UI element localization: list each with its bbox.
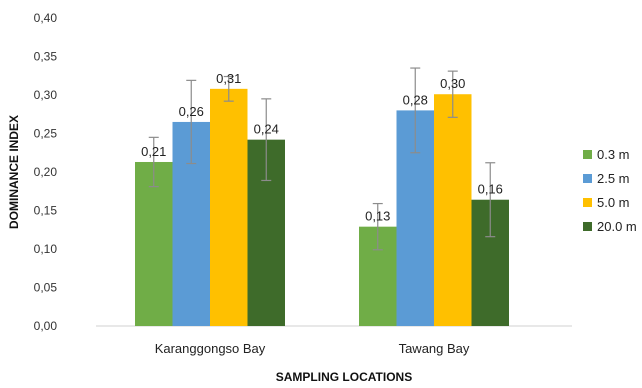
y-tick-label: 0,05 <box>34 281 58 295</box>
y-tick-label: 0,20 <box>34 165 58 179</box>
legend-label: 0.3 m <box>597 147 630 162</box>
x-category-label: Tawang Bay <box>399 341 470 356</box>
x-axis-categories: Karanggongso Bay Tawang Bay <box>155 341 470 356</box>
y-tick-label: 0,15 <box>34 204 58 218</box>
legend-swatch <box>583 150 592 159</box>
legend-swatch <box>583 174 592 183</box>
y-tick-label: 0,40 <box>34 11 58 25</box>
y-axis-ticks: 0,00 0,05 0,10 0,15 0,20 0,25 0,30 0,35 0,40 <box>34 11 58 333</box>
y-tick-label: 0,00 <box>34 319 58 333</box>
legend-label: 2.5 m <box>597 171 630 186</box>
y-axis-title: DOMINANCE INDEX <box>7 115 21 229</box>
y-tick-label: 0,30 <box>34 88 58 102</box>
data-label: 0,16 <box>478 182 503 197</box>
data-label: 0,31 <box>216 71 241 86</box>
data-label: 0,28 <box>403 92 428 107</box>
data-label: 0,24 <box>254 122 279 137</box>
data-label: 0,13 <box>365 209 390 224</box>
legend-swatch <box>583 198 592 207</box>
bar <box>434 94 472 326</box>
x-category-label: Karanggongso Bay <box>155 341 266 356</box>
x-axis-title: SAMPLING LOCATIONS <box>276 370 412 384</box>
data-label: 0,30 <box>440 76 465 91</box>
bar <box>210 89 248 326</box>
legend: 0.3 m 2.5 m 5.0 m 20.0 m <box>583 147 637 234</box>
data-label: 0,26 <box>179 104 204 119</box>
legend-label: 20.0 m <box>597 219 637 234</box>
y-tick-label: 0,10 <box>34 242 58 256</box>
legend-label: 5.0 m <box>597 195 630 210</box>
y-tick-label: 0,25 <box>34 127 58 141</box>
data-label: 0,21 <box>141 144 166 159</box>
y-tick-label: 0,35 <box>34 50 58 64</box>
legend-swatch <box>583 222 592 231</box>
